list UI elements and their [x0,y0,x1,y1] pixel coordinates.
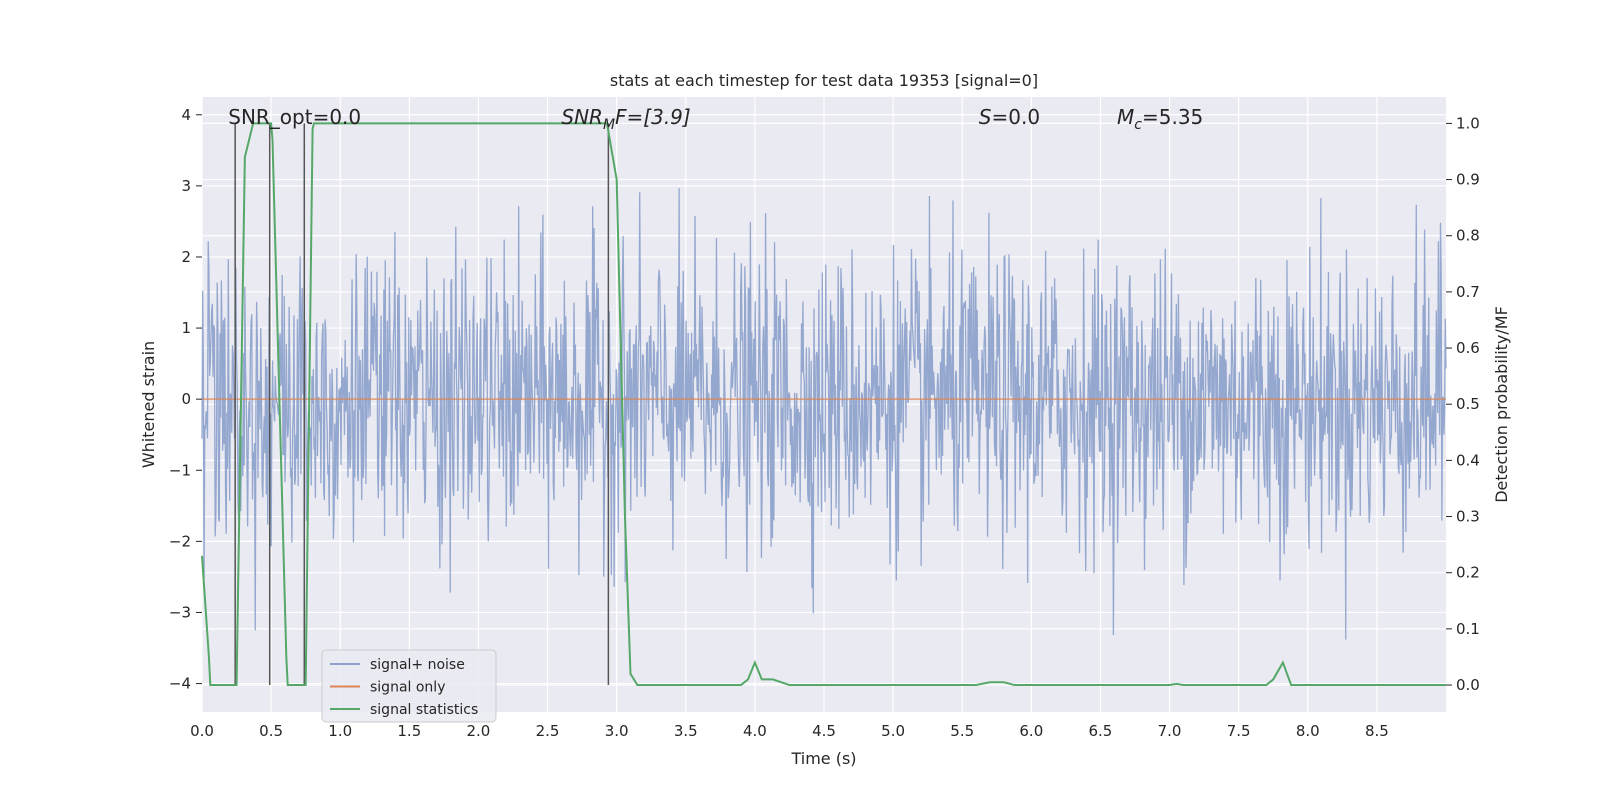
y-tick-label: 3 [181,177,191,195]
y-tick-label: 4 [181,106,191,124]
y-axis-right-label: Detection probability/MF [1492,306,1511,503]
y-right-tick-label: 0.5 [1456,395,1480,413]
signal-statistics-line [201,122,1446,687]
x-tick-label: 3.0 [605,722,629,740]
annotation-s-rest: =0.0 [992,105,1041,129]
noise-line [201,188,1447,640]
x-tick-label: 0.5 [259,722,283,740]
annotation-mc-var: M [1117,105,1134,129]
annotation-snr-opt: SNR_opt=0.0 [228,105,361,129]
signal-noise-series [201,188,1447,640]
axis-ticks: 0.0 0.5 1.0 1.5 2.0 2.5 3.0 3.5 4.0 4.5 5.0 5.5 6.0 6… [169,106,1480,740]
x-tick-label: 3.5 [674,722,698,740]
signal-statistics-series [201,122,1446,687]
y-right-tick-label: 0.7 [1456,283,1480,301]
annotation-mc: Mc=5.35 [1117,105,1203,133]
x-tick-label: 7.5 [1227,722,1251,740]
x-tick-label: 4.0 [743,722,767,740]
chart-title: stats at each timestep for test data 193… [610,71,1038,90]
y-right-tick-label: 0.2 [1456,564,1480,582]
x-tick-label: 8.0 [1296,722,1320,740]
annotation-mc-rest: =5.35 [1142,105,1203,129]
x-tick-label: 6.0 [1019,722,1043,740]
y-right-tick-label: 0.4 [1456,451,1480,469]
y-right-tick-label: 0.3 [1456,508,1480,526]
annotation-snr-mf: SNRMF=[3.9] [561,105,690,133]
legend-label-signal-only: signal only [370,680,445,696]
y-tick-label: 1 [181,319,191,337]
x-tick-label: 5.5 [950,722,974,740]
annotation-s: S=0.0 [979,105,1040,129]
annotation-s-var: S [979,105,992,129]
x-tick-label: 4.5 [812,722,836,740]
annotation-snr-mf-var: SNR [561,105,603,129]
y-tick-label: 0 [181,390,191,408]
y-axis-label: Whitened strain [139,341,158,468]
x-tick-label: 5.0 [881,722,905,740]
x-tick-label: 1.5 [397,722,421,740]
annotation-mc-sub: c [1134,117,1142,133]
y-tick-label: −3 [169,603,191,621]
x-tick-label: 8.5 [1365,722,1389,740]
x-tick-label: 2.0 [467,722,491,740]
y-right-tick-label: 1.0 [1456,114,1480,132]
y-right-tick-label: 0.9 [1456,171,1480,189]
legend: signal+ noise signal only signal statist… [321,649,497,723]
x-tick-label: 6.5 [1089,722,1113,740]
y-right-tick-label: 0.6 [1456,339,1480,357]
x-axis-label: Time (s) [790,749,856,768]
y-right-tick-label: 0.0 [1456,676,1480,694]
vertical-markers [234,123,610,686]
annotation-snr-mf-sub: M [603,117,615,133]
y-tick-label: −1 [169,461,191,479]
x-tick-label: 0.0 [190,722,214,740]
x-tick-label: 2.5 [536,722,560,740]
legend-label-signal-statistics: signal statistics [370,702,478,718]
x-tick-label: 1.0 [328,722,352,740]
annotation-snr-mf-rest: F=[3.9] [615,105,691,129]
y-right-tick-label: 0.8 [1456,227,1480,245]
y-tick-label: −2 [169,532,191,550]
legend-box [321,649,497,723]
y-right-tick-label: 0.1 [1456,620,1480,638]
y-tick-label: 2 [181,248,191,266]
legend-label-signal-noise: signal+ noise [370,657,465,673]
x-tick-label: 7.0 [1158,722,1182,740]
y-tick-label: −4 [169,675,191,693]
